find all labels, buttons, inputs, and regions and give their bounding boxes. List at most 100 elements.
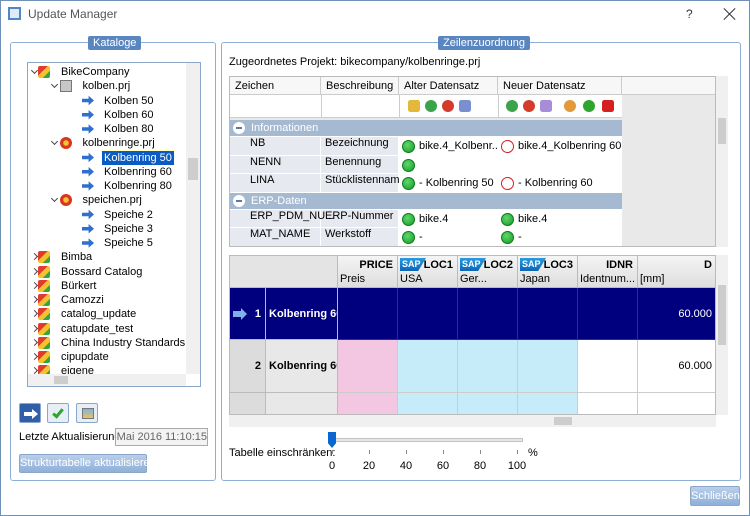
- tree-label[interactable]: Bürkert: [61, 279, 97, 292]
- tree-item[interactable]: Bürkert: [28, 279, 186, 293]
- tree-item[interactable]: eigene: [28, 364, 186, 374]
- tree-item[interactable]: Kolben 50: [28, 94, 186, 108]
- column-header[interactable]: IDNR Identnum...: [578, 256, 638, 288]
- tree-item[interactable]: Speiche 2: [28, 208, 186, 222]
- column-header[interactable]: Beschreibung: [321, 77, 399, 95]
- cell[interactable]: [578, 288, 638, 340]
- column-header[interactable]: Neuer Datensatz: [498, 77, 622, 95]
- tree-item[interactable]: speichen.prj: [28, 193, 186, 207]
- upper-vscroll[interactable]: [716, 76, 728, 247]
- column-header[interactable]: SAP LOC1 USA: [398, 256, 458, 288]
- data-row[interactable]: ERP_PDM_NU... ERP-Nummer bike.4 bike.4: [230, 209, 622, 228]
- data-row[interactable]: LINA Stücklistenname - Kolbenring 50 - Kolb…: [230, 174, 622, 193]
- tree-label[interactable]: Kolbenring 50: [101, 149, 175, 166]
- tree-label[interactable]: Bimba: [61, 251, 93, 264]
- cell[interactable]: [518, 393, 578, 414]
- column-header[interactable]: D [mm]: [638, 256, 715, 288]
- tree-label[interactable]: catupdate_test: [61, 322, 134, 335]
- tree-item[interactable]: Bossard Catalog: [28, 265, 186, 279]
- tree-label[interactable]: kolbenringe.prj: [82, 137, 155, 150]
- tree-label[interactable]: Speiche 2: [104, 208, 153, 221]
- tree-label[interactable]: China Industry Standards: [61, 336, 186, 349]
- cell[interactable]: 60.000: [638, 393, 715, 414]
- tree-item[interactable]: kolbenringe.prj: [28, 136, 186, 150]
- tree-item[interactable]: Kolben 80: [28, 122, 186, 136]
- cell[interactable]: [458, 340, 518, 393]
- tree-item[interactable]: Kolbenring 60: [28, 165, 186, 179]
- tree-item[interactable]: Camozzi: [28, 293, 186, 307]
- toolbar-icon[interactable]: [540, 100, 552, 112]
- cell[interactable]: [458, 393, 518, 414]
- tree-item[interactable]: Bimba: [28, 250, 186, 264]
- cell[interactable]: [458, 288, 518, 340]
- section-row[interactable]: Informationen: [230, 120, 622, 137]
- toolbar-icon[interactable]: [425, 100, 437, 112]
- cell[interactable]: [578, 340, 638, 393]
- cell[interactable]: [398, 340, 458, 393]
- column-header[interactable]: SAP LOC2 Ger...: [458, 256, 518, 288]
- cell[interactable]: [338, 340, 398, 393]
- tree-label[interactable]: Kolben 50: [104, 94, 154, 107]
- cell[interactable]: [338, 393, 398, 414]
- toolbar-icon[interactable]: [408, 100, 420, 112]
- cell[interactable]: [518, 340, 578, 393]
- tree-item[interactable]: Kolbenring 50: [28, 149, 186, 166]
- tree-item[interactable]: China Industry Standards: [28, 336, 186, 350]
- data-row[interactable]: NENN Benennung: [230, 155, 622, 174]
- column-header[interactable]: PRICE Preis: [338, 256, 398, 288]
- tree-label[interactable]: Kolbenring 80: [104, 180, 172, 192]
- tree-label[interactable]: cipupdate: [61, 351, 109, 363]
- data-row[interactable]: MAT_NAME Werkstoff - -: [230, 228, 622, 246]
- name-cell[interactable]: Kolbenring 60: [266, 340, 338, 393]
- toolbar-icon[interactable]: [583, 100, 595, 112]
- tree-label[interactable]: Bossard Catalog: [61, 265, 143, 278]
- refresh-button[interactable]: Strukturtabelle aktualisieren: [19, 454, 156, 473]
- tree-label[interactable]: Speiche 5: [104, 237, 153, 249]
- cell[interactable]: [578, 393, 638, 414]
- tree-item[interactable]: cipupdate: [28, 350, 186, 364]
- tree-label[interactable]: Kolben 60: [104, 108, 154, 121]
- image-button[interactable]: [76, 403, 98, 423]
- toolbar-icon[interactable]: [523, 100, 535, 112]
- lower-hscroll[interactable]: [229, 415, 716, 427]
- tree-label[interactable]: catalog_update: [61, 308, 137, 321]
- tree-item[interactable]: Kolbenring 80: [28, 179, 186, 193]
- tree-label[interactable]: Kolben 80: [104, 123, 154, 135]
- cell[interactable]: [398, 393, 458, 414]
- tree-label[interactable]: BikeCompany: [61, 66, 130, 78]
- name-cell[interactable]: Kolbenring 60: [266, 288, 338, 340]
- column-header[interactable]: Alter Datensatz: [399, 77, 498, 95]
- tree-item[interactable]: BikeCompany: [28, 65, 186, 79]
- tree-label[interactable]: kolben.prj: [82, 80, 131, 93]
- toolbar-icon[interactable]: [506, 100, 518, 112]
- tree-item[interactable]: catupdate_test: [28, 322, 186, 336]
- tree-label[interactable]: speichen.prj: [82, 194, 142, 207]
- tree-label[interactable]: Camozzi: [61, 294, 104, 306]
- toolbar-icon[interactable]: [442, 100, 454, 112]
- tree-item[interactable]: Kolben 60: [28, 108, 186, 122]
- tree-item[interactable]: kolben.prj: [28, 79, 186, 93]
- tree-vscroll[interactable]: [186, 63, 200, 374]
- close-button[interactable]: Schließen: [690, 486, 740, 506]
- close-icon[interactable]: [722, 6, 738, 22]
- column-header[interactable]: SAP LOC3 Japan: [518, 256, 578, 288]
- toolbar-icon[interactable]: [564, 100, 576, 112]
- cell[interactable]: 60.000: [638, 288, 715, 340]
- tree-label[interactable]: eigene: [61, 365, 95, 374]
- lower-vscroll[interactable]: [716, 255, 728, 415]
- cell[interactable]: [518, 288, 578, 340]
- column-header[interactable]: Zeichen: [230, 77, 321, 95]
- tree-hscroll[interactable]: [28, 374, 186, 386]
- help-button[interactable]: ?: [686, 7, 693, 21]
- data-row[interactable]: NB Bezeichnung bike.4_Kolbenr... bike.4_Kol…: [230, 137, 622, 156]
- assign-button[interactable]: [19, 403, 41, 423]
- cell[interactable]: [398, 288, 458, 340]
- tree-item[interactable]: catalog_update: [28, 307, 186, 321]
- tree-item[interactable]: Speiche 3: [28, 222, 186, 236]
- row-header[interactable]: 1: [230, 288, 266, 340]
- tree-item[interactable]: Speiche 5: [28, 236, 186, 250]
- toolbar-icon[interactable]: [602, 100, 614, 112]
- toolbar-icon[interactable]: [459, 100, 471, 112]
- section-row[interactable]: ERP-Daten: [230, 192, 622, 210]
- row-header[interactable]: 2: [230, 340, 266, 393]
